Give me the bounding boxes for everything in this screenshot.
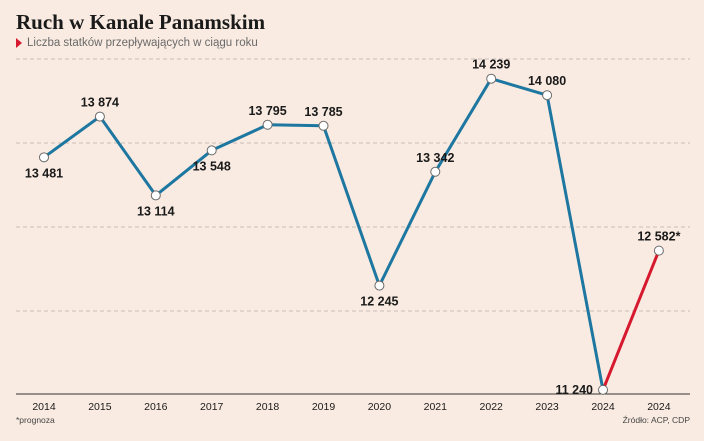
series-line-forecast xyxy=(601,249,661,392)
data-label: 12 245 xyxy=(360,295,398,309)
data-labels: 13 481 13 874 13 114 13 548 13 795 13 785 12 2… xyxy=(25,58,681,397)
x-tick-label: 2014 xyxy=(32,401,56,413)
x-tick-label: 2024 xyxy=(591,401,615,413)
data-point xyxy=(206,145,217,156)
gridlines xyxy=(16,58,690,312)
data-point xyxy=(486,73,497,84)
data-label: 14 080 xyxy=(528,74,566,88)
data-point xyxy=(318,120,329,131)
data-label: 13 785 xyxy=(304,105,342,119)
x-tick-label: 2023 xyxy=(535,401,559,413)
data-label: 14 239 xyxy=(472,58,510,72)
data-point xyxy=(262,119,273,130)
x-tick-label: 2020 xyxy=(368,401,392,413)
data-label: 13 114 xyxy=(137,204,175,218)
data-point xyxy=(430,166,441,177)
chart-subtitle: Liczba statków przepływających w ciągu r… xyxy=(16,37,258,49)
data-point xyxy=(94,111,105,122)
data-label: 13 548 xyxy=(193,159,231,173)
data-label: 12 582* xyxy=(637,230,680,244)
x-tick-label: 2018 xyxy=(256,401,280,413)
data-point xyxy=(374,280,385,291)
x-tick-label: 2022 xyxy=(480,401,504,413)
footnote: *prognoza xyxy=(16,415,55,425)
series-lines xyxy=(42,77,661,392)
data-label: 11 240 xyxy=(555,383,593,397)
data-point xyxy=(542,90,553,101)
subtitle-text: Liczba statków przepływających w ciągu r… xyxy=(27,37,258,49)
data-points xyxy=(39,73,664,395)
data-point xyxy=(39,152,49,163)
data-label: 13 874 xyxy=(81,96,119,110)
x-tick-label: 2021 xyxy=(424,401,448,413)
x-tick-labels: 2014 2015 2016 2017 2018 2019 2020 2021 2022 2023… xyxy=(32,401,670,413)
red-triangle-marker-icon xyxy=(16,38,22,48)
chart-title: Ruch w Kanale Panamskim xyxy=(16,10,266,34)
x-tick-label: 2017 xyxy=(200,401,224,413)
data-label: 13 481 xyxy=(25,166,63,180)
x-tick-label: 2024 xyxy=(647,401,671,413)
data-label: 13 795 xyxy=(248,104,286,118)
x-tick-label: 2019 xyxy=(312,401,336,413)
x-tick-label: 2015 xyxy=(88,401,112,413)
data-point xyxy=(150,190,161,201)
data-point xyxy=(653,245,664,256)
data-label: 13 342 xyxy=(416,151,454,165)
x-tick-label: 2016 xyxy=(144,401,168,413)
source-note: Źródło: ACP, CDP xyxy=(622,415,690,425)
data-point xyxy=(598,384,608,395)
